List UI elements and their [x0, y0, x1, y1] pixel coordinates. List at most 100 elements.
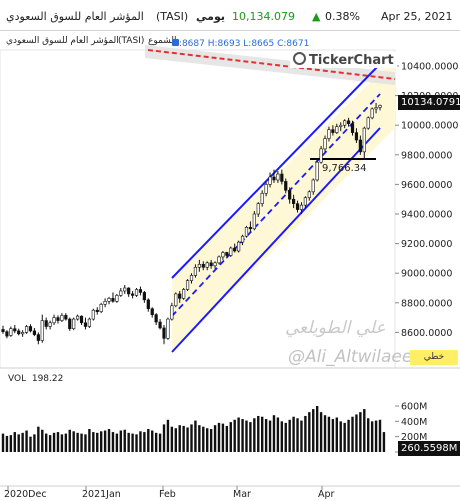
volume-bar: [139, 431, 142, 452]
resistance-line: [147, 49, 396, 80]
candle-body: [5, 331, 9, 337]
candle-body: [209, 262, 213, 267]
volume-bar: [335, 417, 339, 452]
volume-bar: [319, 412, 323, 452]
candle-body: [87, 318, 91, 327]
volume-bar: [170, 426, 174, 452]
volume-bar: [284, 422, 287, 452]
candle-body: [68, 318, 72, 329]
volume-bar: [245, 420, 248, 452]
last-price-badge: 10134.0791: [398, 95, 460, 110]
volume-bar: [68, 429, 71, 452]
volume-badge: 260.5598M: [398, 441, 460, 456]
price-tick-label: 9200.0000: [401, 239, 452, 250]
volume-label: VOL 198.22: [8, 374, 63, 384]
candle-body: [154, 314, 158, 323]
candle-body: [166, 318, 170, 339]
volume-bar: [323, 415, 327, 452]
volume-bar: [131, 433, 134, 452]
volume-bar: [257, 415, 260, 452]
candle-body: [335, 126, 339, 133]
candle-body: [292, 198, 296, 204]
volume-bar: [343, 422, 346, 452]
volume-bar: [162, 424, 166, 452]
candle-body: [134, 289, 139, 296]
candle-body: [99, 303, 103, 312]
volume-bar: [56, 432, 60, 452]
candle-body: [60, 315, 64, 321]
candle-body: [339, 124, 343, 127]
price-tick-label: 10000.0000: [401, 121, 458, 132]
volume-bar: [367, 418, 370, 452]
volume-bar: [221, 423, 225, 452]
candle-body: [119, 290, 123, 296]
candle-body: [9, 328, 13, 336]
volume-bar: [182, 425, 185, 452]
candle-body: [158, 321, 162, 329]
candle-body: [307, 191, 311, 199]
candle-body: [240, 235, 245, 243]
candle-body: [130, 293, 135, 296]
candle-body: [197, 264, 201, 268]
candle-body: [260, 192, 264, 204]
volume-bar: [272, 415, 276, 452]
volume-bar: [41, 429, 44, 452]
time-tick-label: Apr: [318, 489, 335, 500]
time-tick-label: 2021Jan: [82, 489, 121, 500]
volume-bar: [217, 422, 221, 452]
candle-body: [217, 256, 221, 264]
candle-body: [138, 289, 143, 293]
candle-body: [248, 227, 253, 230]
trendline-badge: خطي: [410, 350, 458, 365]
header-period: يومي: [196, 10, 225, 23]
volume-bar: [115, 433, 119, 452]
volume-bar: [17, 434, 20, 452]
header-date: Apr 25, 2021: [381, 10, 453, 23]
volume-bar: [107, 429, 111, 452]
logo-icon: [293, 52, 306, 65]
watermark-arabic: علي الطويلعي: [285, 318, 386, 338]
volume-bar: [370, 421, 374, 452]
volume-bar: [237, 417, 240, 452]
volume-label-text: VOL: [8, 374, 27, 384]
header-last-price: 10,134.079: [232, 10, 295, 23]
volume-bar: [88, 429, 91, 452]
volume-bar: [52, 432, 56, 452]
volume-bar: [76, 432, 79, 452]
volume-bar: [359, 412, 362, 452]
volume-bar: [1, 433, 5, 452]
legend-ohlc-values: O:8687 H:8693 L:8665 C:8671: [172, 39, 310, 49]
volume-bar: [37, 426, 40, 452]
volume-bar: [351, 416, 354, 452]
volume-bar: [378, 419, 382, 452]
candle-body: [358, 139, 362, 153]
volume-value: 198.22: [31, 374, 64, 384]
volume-bar: [158, 433, 162, 452]
volume-bar: [347, 419, 350, 452]
candle-body: [107, 298, 111, 302]
time-tick-label: 2020Dec: [4, 489, 47, 500]
candle-body: [233, 247, 237, 252]
candle-body: [185, 280, 190, 290]
candle-body: [32, 330, 37, 335]
volume-bar: [143, 432, 146, 452]
volume-tick-label: 200M: [401, 432, 427, 443]
candle-body: [276, 173, 280, 181]
volume-bar: [178, 425, 181, 452]
header-symbol: (TASI): [156, 10, 189, 23]
volume-bar: [315, 406, 319, 452]
volume-bar: [206, 428, 209, 452]
volume-bar: [119, 430, 123, 452]
candle-body: [346, 120, 351, 125]
volume-bar: [292, 416, 295, 452]
candle-body: [295, 203, 300, 210]
price-tick-label: 10400.0000: [401, 62, 458, 73]
volume-bar: [382, 432, 386, 452]
candle-body: [268, 176, 272, 185]
header-change-arrow: ▲: [312, 10, 321, 23]
volume-bar: [300, 420, 303, 452]
candle-body: [21, 332, 25, 335]
candle-body: [189, 275, 194, 281]
volume-bar: [194, 420, 197, 452]
